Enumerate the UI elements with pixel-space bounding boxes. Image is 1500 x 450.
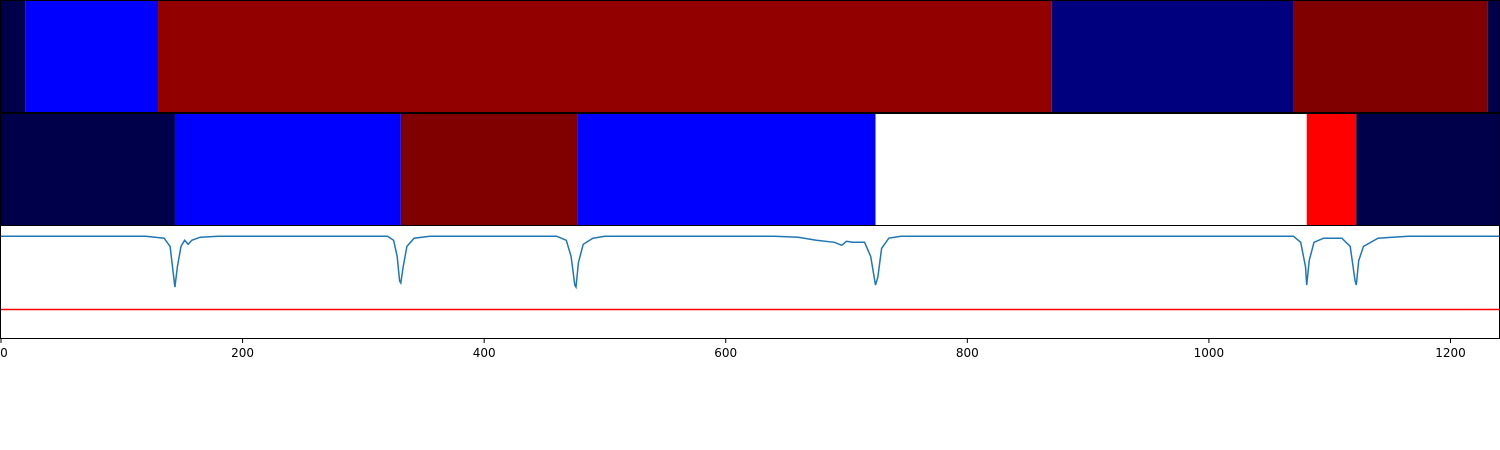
x-tick-label-2: 400 [473, 346, 496, 360]
track-0-segment-4 [1293, 1, 1488, 112]
x-tick-label-5: 1000 [1194, 346, 1225, 360]
x-tick-label-0: 0 [0, 346, 8, 360]
x-axis: 0 200 400 600 800 1000 1200 [0, 338, 1466, 360]
line-plot-frame [0, 225, 1500, 339]
track-1-segment-2 [400, 114, 578, 225]
track-1-segment-0 [1, 114, 175, 225]
track-0-segment-5 [1487, 1, 1500, 112]
color-track-middle [1, 114, 1500, 225]
x-tick-label-1: 200 [231, 346, 254, 360]
track-1-segment-1 [174, 114, 401, 225]
track-1-segment-5 [1306, 114, 1357, 225]
track-1-segment-6 [1356, 114, 1500, 225]
x-tick-label-6: 1200 [1435, 346, 1466, 360]
track-0-segment-0 [1, 1, 26, 112]
x-tick-label-4: 800 [956, 346, 979, 360]
track-1-segment-4 [875, 114, 1307, 225]
track-1-segment-3 [577, 114, 876, 225]
track-0-segment-1 [25, 1, 159, 112]
line-plot-panel [1, 235, 1500, 311]
color-track-top [1, 1, 1500, 112]
track-0-segment-2 [158, 1, 1052, 112]
series-line [1, 235, 1500, 290]
track-0-segment-3 [1051, 1, 1294, 112]
x-tick-label-3: 600 [714, 346, 737, 360]
